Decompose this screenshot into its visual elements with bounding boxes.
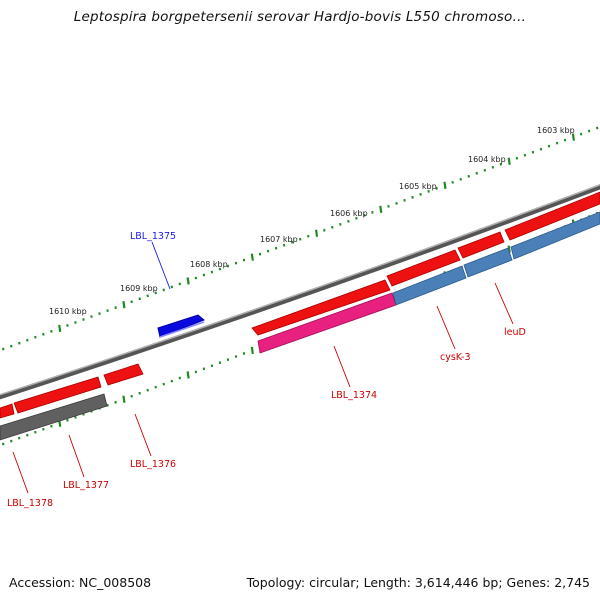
outer-scale-major-tick bbox=[507, 157, 511, 165]
outer-scale-major-tick bbox=[379, 205, 383, 213]
label-lbl-1376[interactable]: LBL_1376 bbox=[130, 459, 176, 470]
outer-scale-major-tick bbox=[443, 181, 447, 189]
inner-scale-major-tick bbox=[122, 395, 126, 403]
kbp-label-1606: 1606 kbp bbox=[330, 209, 368, 218]
leader-leud bbox=[494, 282, 514, 325]
kbp-label-1604: 1604 kbp bbox=[468, 155, 506, 164]
kbp-label-1608: 1608 kbp bbox=[190, 260, 228, 269]
gene-leud[interactable] bbox=[463, 247, 513, 278]
label-lbl-1375[interactable]: LBL_1375 bbox=[130, 231, 176, 242]
leader-lbl-1377 bbox=[68, 434, 85, 478]
genome-stats-text: Topology: circular; Length: 3,614,446 bp… bbox=[246, 575, 590, 590]
chromosome-backbone bbox=[0, 184, 600, 400]
cds-red-1[interactable] bbox=[0, 403, 15, 419]
inner-scale-major-tick bbox=[250, 346, 254, 355]
leader-cysk-3 bbox=[436, 305, 456, 350]
cds-red-7[interactable] bbox=[504, 191, 600, 241]
leader-lbl-1374 bbox=[333, 345, 351, 388]
label-leud[interactable]: leuD bbox=[504, 327, 526, 338]
kbp-label-1607: 1607 kbp bbox=[260, 235, 298, 244]
kbp-label-1610: 1610 kbp bbox=[49, 307, 87, 316]
cds-red-3[interactable] bbox=[103, 363, 144, 386]
cds-red-2[interactable] bbox=[13, 376, 102, 414]
leader-lbl-1378 bbox=[12, 451, 29, 494]
leader-lbl-1376 bbox=[134, 413, 152, 457]
label-lbl-1378[interactable]: LBL_1378 bbox=[7, 498, 53, 509]
label-lbl-1377[interactable]: LBL_1377 bbox=[63, 480, 109, 491]
gene-lbl-1375-shade bbox=[159, 321, 205, 338]
gene-lbl-1375[interactable] bbox=[157, 314, 205, 338]
outer-scale-major-tick bbox=[186, 277, 190, 285]
outer-scale-major-tick bbox=[122, 301, 126, 309]
kbp-label-1605: 1605 kbp bbox=[399, 182, 437, 191]
blue-feature-right[interactable] bbox=[510, 211, 600, 260]
kbp-label-1603: 1603 kbp bbox=[537, 126, 575, 135]
cds-red-4[interactable] bbox=[251, 279, 391, 336]
outer-scale-major-tick bbox=[314, 229, 319, 237]
chromosome-backbone-highlight bbox=[0, 183, 600, 396]
inner-scale-major-tick bbox=[186, 371, 190, 379]
outer-scale-major-tick bbox=[250, 253, 254, 261]
cds-row-red bbox=[0, 191, 600, 419]
kbp-label-1609: 1609 kbp bbox=[120, 284, 158, 293]
map-title: Leptospira borgpetersenii serovar Hardjo… bbox=[73, 9, 527, 25]
cds-red-6[interactable] bbox=[457, 231, 505, 259]
cds-red-5[interactable] bbox=[386, 249, 461, 287]
gray-feature-left[interactable] bbox=[0, 393, 108, 441]
outer-scale-track bbox=[2, 126, 599, 351]
outer-scale-major-tick bbox=[58, 324, 62, 333]
label-lbl-1374[interactable]: LBL_1374 bbox=[331, 390, 377, 401]
outer-scale-major-tick bbox=[571, 133, 575, 141]
gene-cysk-3[interactable] bbox=[392, 265, 467, 306]
label-cysk-3[interactable]: cysK-3 bbox=[440, 352, 471, 363]
accession-text: Accession: NC_008508 bbox=[9, 575, 152, 590]
leader-lbl-1375 bbox=[151, 241, 171, 290]
